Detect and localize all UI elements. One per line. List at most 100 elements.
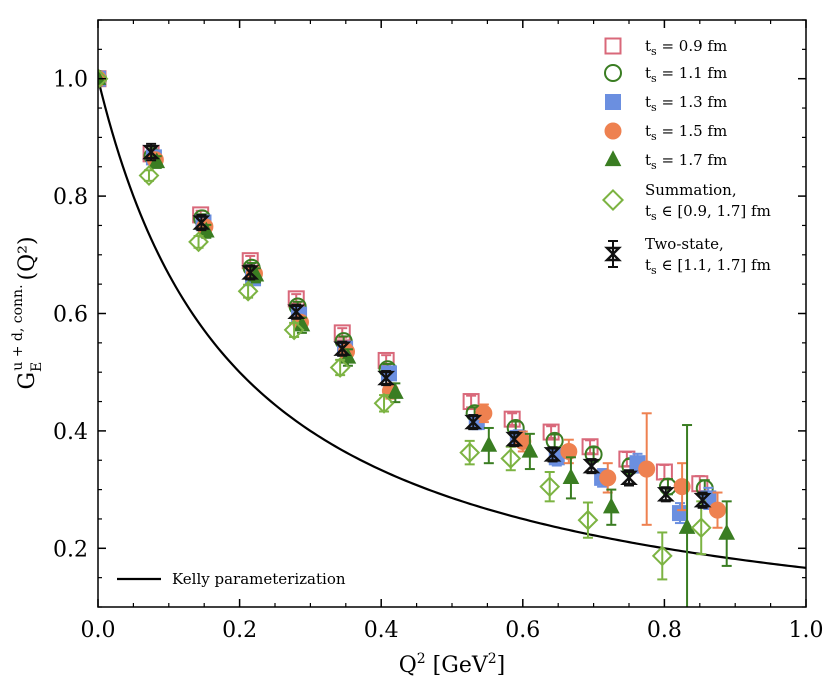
legend-label-sub: s [651, 159, 657, 172]
data-point [562, 468, 580, 484]
legend-item-1: ts = 1.1 fm [604, 64, 727, 85]
data-point [638, 460, 656, 478]
y-tick-label: 0.8 [53, 185, 88, 210]
data-point [693, 492, 712, 508]
legend-marker [604, 64, 622, 82]
x-tick-label: 0.4 [364, 618, 399, 643]
data-point [333, 324, 351, 342]
legend-marker [604, 246, 622, 262]
legend-item-4: ts = 1.7 fm [604, 150, 728, 172]
legend-label: ts = 1.3 fm [645, 93, 727, 114]
legend-label-rest: ∈ [1.1, 1.7] fm [657, 256, 771, 274]
series-layer [98, 68, 736, 607]
legend-label-line1: Two-state, [645, 235, 724, 253]
legend-label-sub: s [651, 210, 657, 223]
data-point [560, 442, 578, 460]
data-point [582, 458, 601, 474]
x-tick-label: 0.2 [222, 618, 257, 643]
legend-label-main: t [645, 93, 651, 111]
data-point [188, 231, 209, 253]
legend-item-3: ts = 1.5 fm [604, 122, 727, 143]
legend-marker [601, 188, 625, 212]
legend-item-5: Summation, ts ∈ [0.9, 1.7] fm [601, 181, 771, 223]
data-point [505, 431, 524, 447]
legend-label-main: t [645, 202, 651, 220]
legend-label-sub: s [651, 101, 657, 114]
y-tick-label: 0.6 [53, 303, 88, 328]
data-point [671, 505, 688, 522]
data-point [602, 497, 620, 514]
y-axis-title-sub: E [29, 362, 45, 372]
data-point [283, 319, 305, 341]
legend-label-main: t [645, 122, 651, 140]
data-point [500, 448, 522, 469]
data-point [333, 341, 352, 356]
series-6 [142, 142, 712, 509]
y-axis-title-sup: u + d, conn. [10, 284, 26, 370]
data-point [138, 165, 160, 186]
y-tick-label: 0.2 [53, 537, 88, 562]
y-tick-label: 1.0 [53, 68, 88, 93]
data-point [539, 476, 561, 498]
data-point [678, 518, 696, 534]
legend-label-sub: s [651, 72, 657, 85]
legend-label-rest: = 0.9 fm [657, 37, 728, 55]
legend-label-rest: = 1.5 fm [657, 122, 728, 140]
legend-label-main: t [645, 151, 651, 169]
legend-item-6: Two-state, ts ∈ [1.1, 1.7] fm [604, 235, 771, 277]
data-point [543, 447, 562, 462]
data-point [656, 487, 675, 502]
data-point [480, 435, 498, 452]
legend-label-main: t [645, 37, 651, 55]
legend-label: ts = 1.5 fm [645, 122, 727, 143]
x-tick-label: 0.8 [647, 618, 682, 643]
legend-marker [604, 122, 622, 140]
data-point [142, 144, 160, 160]
legend-label-main: t [645, 256, 651, 274]
x-axis-title: Q2 [GeV2] [399, 651, 506, 678]
data-point [98, 68, 109, 90]
y-tick-label: 0.4 [53, 420, 88, 445]
legend-label: ts ∈ [0.9, 1.7] fm [645, 202, 771, 223]
legend-lower: Kelly parameterization [117, 570, 346, 588]
legend-label-rest: ∈ [0.9, 1.7] fm [657, 202, 771, 220]
data-point [599, 469, 617, 487]
series-2 [98, 70, 717, 525]
legend-label: ts = 0.9 fm [645, 37, 727, 58]
legend-item-2: ts = 1.3 fm [605, 93, 727, 114]
series-5 [98, 68, 712, 581]
data-point [577, 509, 599, 531]
data-point [373, 392, 395, 414]
legend-label: ts = 1.1 fm [645, 64, 727, 85]
data-point [237, 280, 259, 302]
legend-label-sub: s [651, 130, 657, 143]
data-point [329, 357, 351, 378]
data-point [651, 545, 673, 567]
data-point [387, 383, 404, 399]
x-tick-label: 1.0 [789, 618, 824, 643]
legend-label-rest: = 1.7 fm [657, 151, 728, 169]
data-point [241, 265, 260, 280]
x-tick-label: 0.6 [505, 618, 540, 643]
data-point [542, 423, 560, 441]
data-point [690, 517, 712, 539]
series-4 [98, 69, 736, 607]
axis-labels-layer: 0.0 0.2 0.4 0.6 0.8 1.0 0.2 0.4 0.6 0.8 1.0 [53, 68, 824, 643]
legend-marker [604, 150, 622, 167]
legend-label-main: t [645, 64, 651, 82]
y-axis-title: GEu + d, conn. (Q²) [10, 236, 45, 389]
legend-label-rest: = 1.3 fm [657, 93, 728, 111]
data-point [691, 475, 709, 493]
legend-label: ts ∈ [1.1, 1.7] fm [645, 256, 771, 277]
data-point [377, 370, 396, 386]
legend-kelly-label: Kelly parameterization [172, 570, 346, 588]
data-point [459, 442, 481, 464]
data-point [620, 470, 638, 486]
legend-marker [605, 94, 621, 110]
legend-label-sub: s [651, 45, 657, 58]
data-point [287, 304, 306, 319]
ticks-layer [97, 19, 807, 608]
data-point [718, 523, 736, 540]
